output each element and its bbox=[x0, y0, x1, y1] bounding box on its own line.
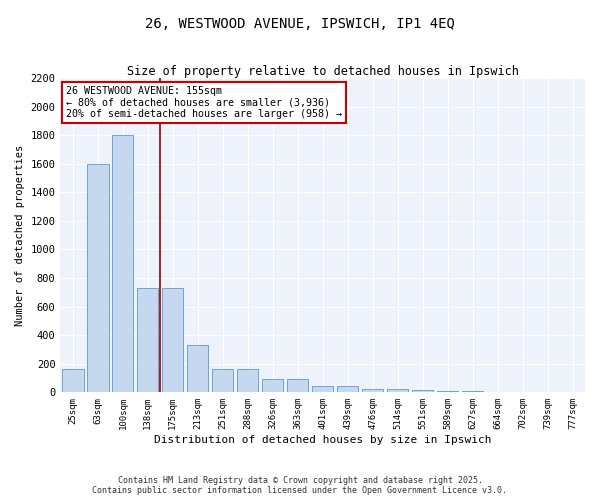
Bar bbox=[337, 386, 358, 392]
Bar bbox=[187, 345, 208, 393]
Bar bbox=[212, 370, 233, 392]
Text: 26 WESTWOOD AVENUE: 155sqm
← 80% of detached houses are smaller (3,936)
20% of s: 26 WESTWOOD AVENUE: 155sqm ← 80% of deta… bbox=[65, 86, 341, 119]
Bar bbox=[237, 370, 259, 392]
Text: 26, WESTWOOD AVENUE, IPSWICH, IP1 4EQ: 26, WESTWOOD AVENUE, IPSWICH, IP1 4EQ bbox=[145, 18, 455, 32]
Y-axis label: Number of detached properties: Number of detached properties bbox=[15, 144, 25, 326]
Bar bbox=[162, 288, 184, 393]
Title: Size of property relative to detached houses in Ipswich: Size of property relative to detached ho… bbox=[127, 65, 518, 78]
Bar bbox=[87, 164, 109, 392]
Bar bbox=[287, 380, 308, 392]
Bar bbox=[462, 391, 483, 392]
Bar bbox=[137, 288, 158, 393]
Bar bbox=[312, 386, 334, 392]
Bar bbox=[437, 391, 458, 392]
Text: Contains HM Land Registry data © Crown copyright and database right 2025.
Contai: Contains HM Land Registry data © Crown c… bbox=[92, 476, 508, 495]
Bar bbox=[62, 370, 83, 392]
Bar bbox=[112, 135, 133, 392]
Bar bbox=[362, 389, 383, 392]
Bar bbox=[412, 390, 433, 392]
Bar bbox=[262, 380, 283, 392]
X-axis label: Distribution of detached houses by size in Ipswich: Distribution of detached houses by size … bbox=[154, 435, 491, 445]
Bar bbox=[387, 390, 408, 392]
